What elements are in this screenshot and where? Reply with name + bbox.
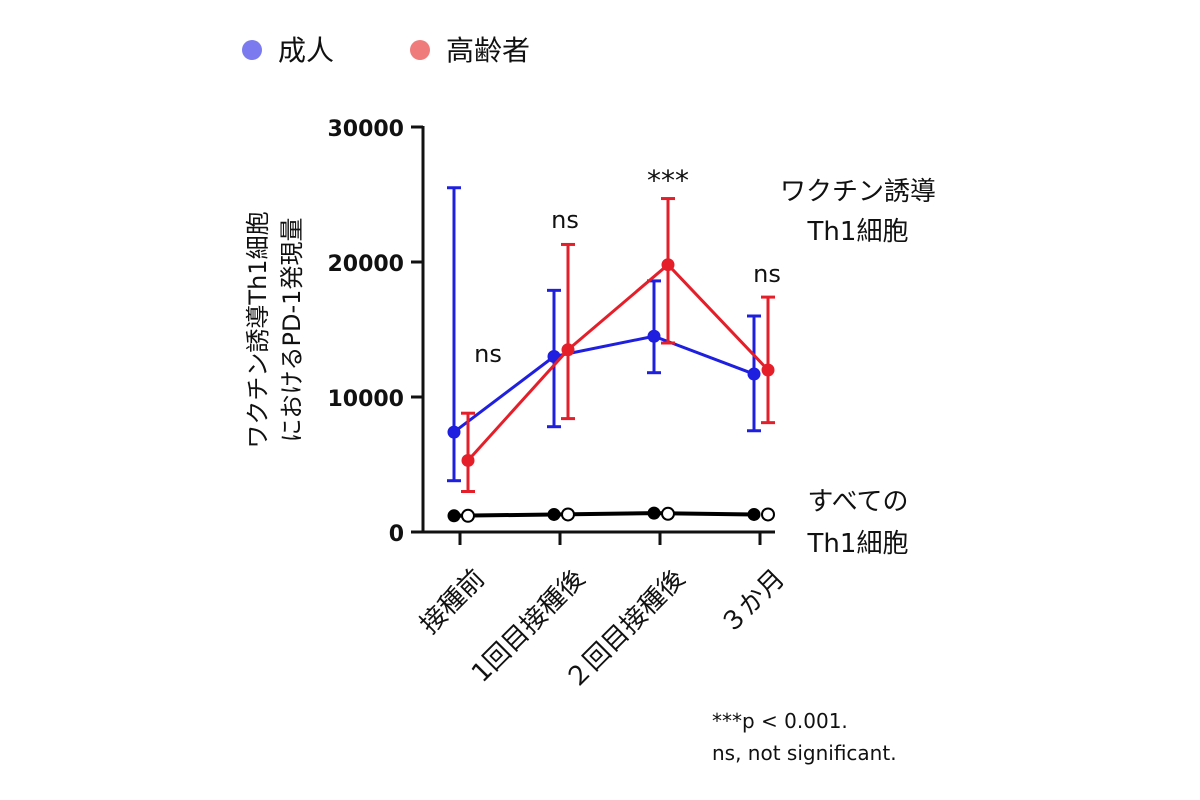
legend-marker-adult bbox=[242, 40, 262, 60]
legend-label-adult: 成人 bbox=[278, 34, 334, 67]
footnote-2: ns, not significant. bbox=[712, 741, 897, 765]
significance-label-0: ns bbox=[474, 340, 502, 368]
axes bbox=[421, 126, 775, 534]
group-label-vaccine-line-2: Th1細胞 bbox=[807, 217, 909, 247]
data-point-2-1 bbox=[547, 507, 561, 521]
legend: 成人 高齢者 bbox=[242, 34, 530, 67]
y-axis-label: ワクチン誘導Th1細胞 におけるPD-1発現量 bbox=[244, 211, 306, 448]
y-tick-label-30000: 30000 bbox=[327, 117, 404, 142]
x-ticks bbox=[458, 532, 762, 545]
significance-label-1: ns bbox=[551, 206, 579, 234]
y-axis-label-line-2: におけるPD-1発現量 bbox=[278, 218, 306, 443]
y-tick-label-0: 0 bbox=[389, 522, 404, 547]
x-tick-label-3: ３か月 bbox=[715, 564, 791, 640]
legend-marker-elderly bbox=[410, 40, 430, 60]
legend-label-elderly: 高齢者 bbox=[446, 34, 530, 67]
data-point-1-0 bbox=[461, 453, 475, 467]
data-point-0-2 bbox=[647, 329, 661, 343]
data-point-1-2 bbox=[661, 258, 675, 272]
data-point-0-0 bbox=[447, 425, 461, 439]
data-point-2-3 bbox=[747, 507, 761, 521]
series-line-1 bbox=[466, 263, 770, 462]
data-point-3-3 bbox=[761, 507, 775, 522]
data-point-1-1 bbox=[561, 343, 575, 357]
data-point-2-0 bbox=[447, 509, 461, 523]
y-ticks bbox=[411, 125, 423, 534]
x-tick-labels: 接種前 1回目接種後 ２回目接種後 ３か月 bbox=[415, 564, 791, 696]
group-label-vaccine-line-1: ワクチン誘導 bbox=[780, 177, 936, 207]
y-axis-label-line-1: ワクチン誘導Th1細胞 bbox=[244, 211, 272, 448]
data-point-3-2 bbox=[661, 506, 675, 521]
data-point-2-2 bbox=[647, 506, 661, 520]
data-point-3-1 bbox=[561, 507, 575, 522]
significance-labels: ns ns *** ns bbox=[474, 164, 781, 368]
significance-label-2: *** bbox=[647, 164, 689, 197]
series-line-0 bbox=[453, 334, 755, 434]
data-point-3-0 bbox=[461, 508, 475, 523]
y-tick-labels: 0 10000 20000 30000 bbox=[327, 117, 404, 547]
group-label-all-line-1: すべての bbox=[807, 487, 908, 517]
footnote-1: ***p < 0.001. bbox=[712, 709, 848, 733]
y-tick-label-20000: 20000 bbox=[327, 252, 404, 277]
group-label-all: すべての Th1細胞 bbox=[807, 487, 909, 559]
group-label-all-line-2: Th1細胞 bbox=[807, 529, 909, 559]
data-point-1-3 bbox=[761, 363, 775, 377]
significance-label-3: ns bbox=[753, 260, 781, 288]
data-point-0-3 bbox=[747, 367, 761, 381]
y-tick-label-10000: 10000 bbox=[327, 387, 404, 412]
x-tick-label-0: 接種前 bbox=[415, 564, 491, 640]
series-line-2 bbox=[453, 511, 755, 518]
data-layer bbox=[447, 186, 775, 523]
footnotes: ***p < 0.001. ns, not significant. bbox=[712, 709, 897, 765]
group-label-vaccine: ワクチン誘導 Th1細胞 bbox=[780, 177, 936, 247]
